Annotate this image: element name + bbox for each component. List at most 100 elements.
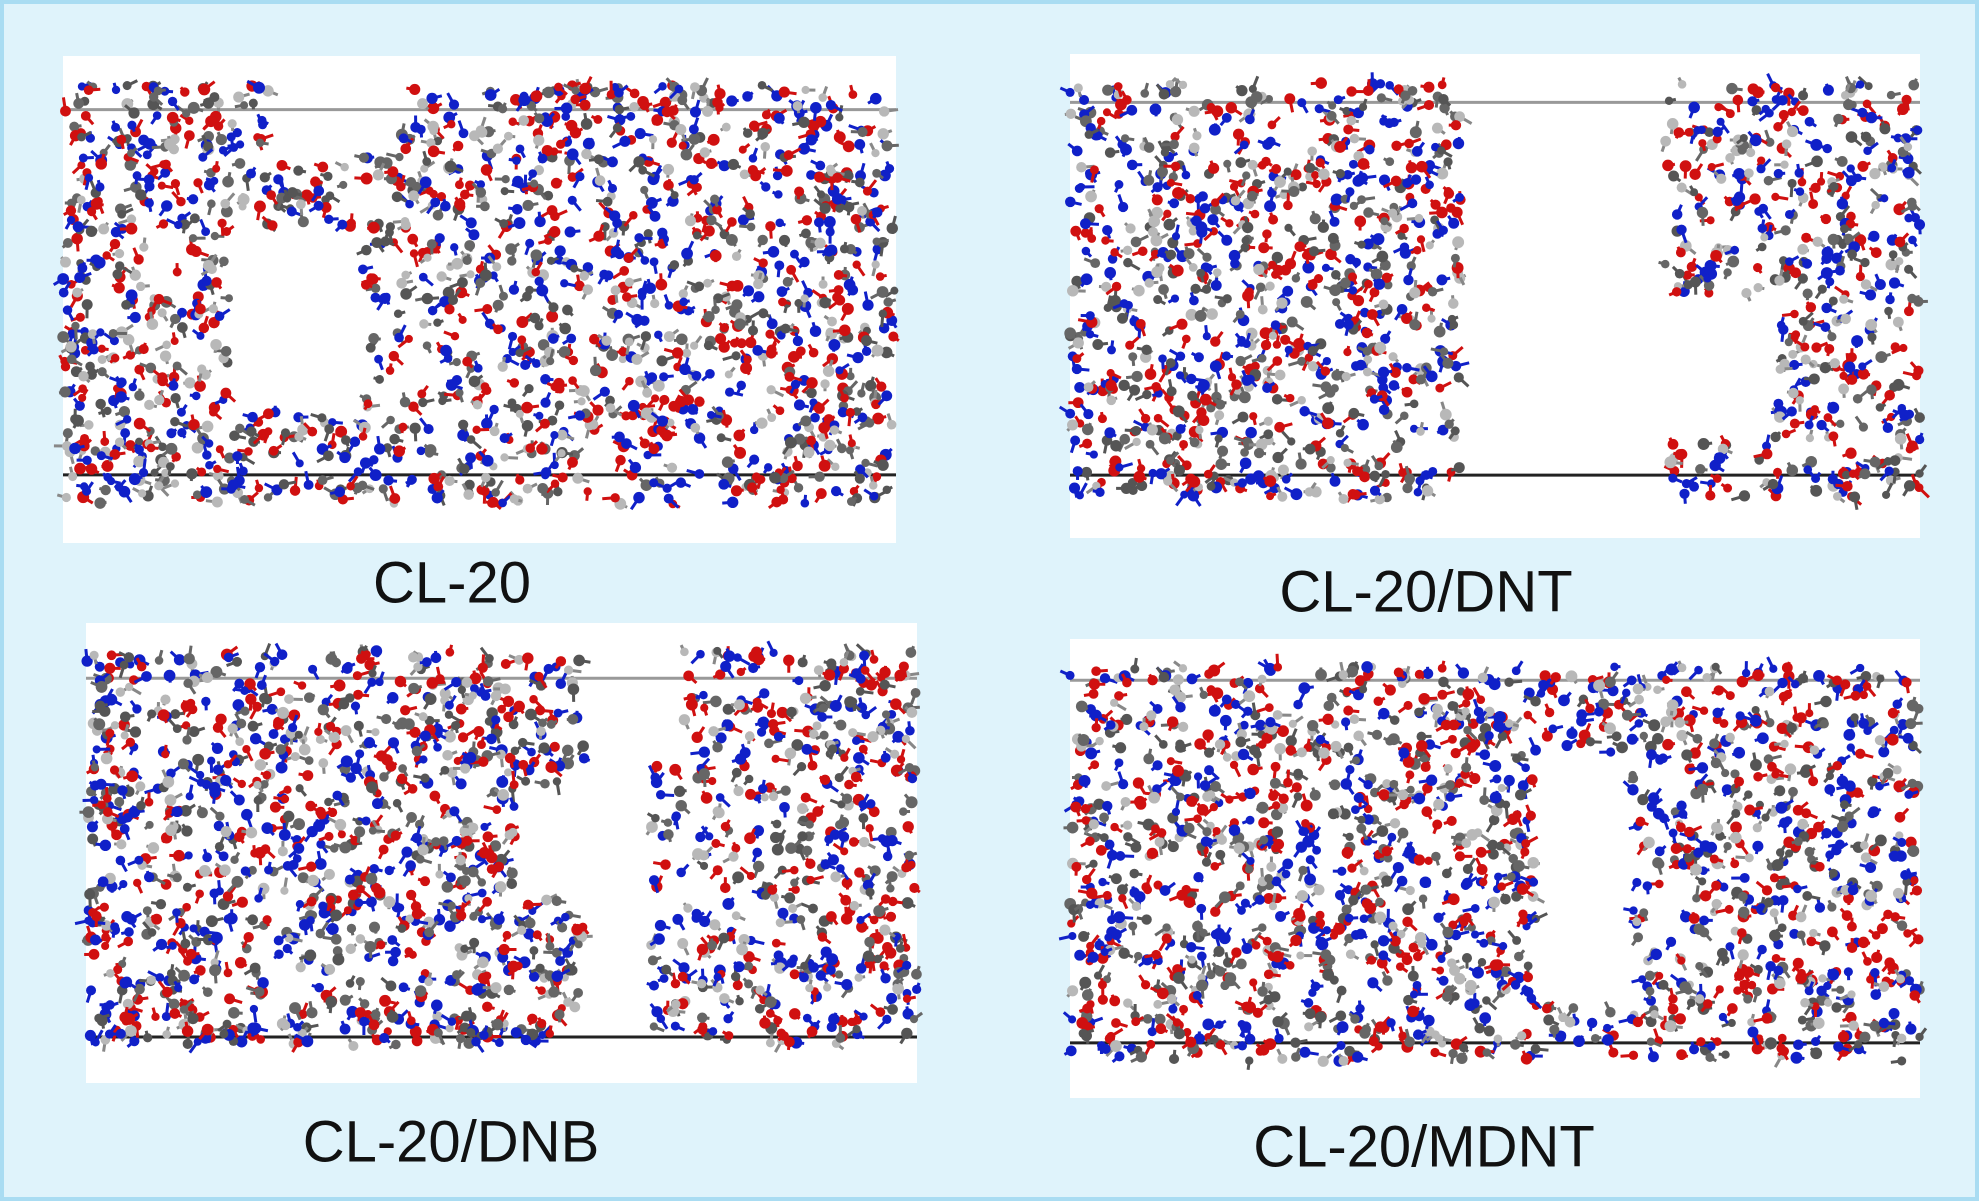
atom [209,304,218,313]
atom [843,141,855,153]
atom [111,354,119,362]
atom [1223,160,1231,168]
atom [212,165,220,173]
atom [444,476,454,486]
atom [1245,427,1256,438]
atom [551,479,560,488]
atom [1247,191,1258,202]
atom [139,344,149,354]
atom [440,345,452,357]
atom [1305,444,1316,455]
atom [386,416,395,425]
atom [458,420,468,430]
atom [818,93,827,102]
atom [877,459,889,471]
atom [210,339,221,350]
atom [63,238,73,248]
atom [87,207,96,216]
atom [89,345,98,354]
atom [74,272,85,283]
atom [400,397,411,408]
atom [95,158,107,170]
atom [121,488,129,496]
atom [676,333,688,345]
atom [861,335,872,346]
atom [765,221,775,231]
atom [1284,224,1292,232]
atom [359,432,368,441]
atom [125,440,136,451]
atom [1087,234,1096,243]
atom [548,333,559,344]
atom [800,416,811,427]
atom [1733,168,1745,180]
atom [662,107,673,118]
atom [625,377,634,386]
atom [779,86,790,97]
atom [298,216,309,227]
atom [887,223,898,234]
atom [214,121,224,131]
atom [732,280,744,292]
atom [1427,315,1435,323]
atom [454,198,465,209]
atom [571,87,579,95]
atom [1726,83,1737,94]
atom [749,154,758,163]
atom [170,314,180,324]
atom [668,401,679,412]
atom [857,389,865,397]
atom [535,412,543,420]
atom [534,321,543,330]
atom [394,310,402,318]
atom [615,105,624,114]
atom [1452,236,1464,248]
atom [1158,354,1167,363]
atom [1406,162,1417,173]
atom [1757,156,1765,164]
atom [215,311,225,321]
atom [359,153,369,163]
atom [1169,198,1179,208]
atom [339,181,347,189]
atom [566,334,576,344]
atom [174,221,182,229]
panel-caption: CL-20/MDNT [1253,1114,1595,1179]
atom [725,387,734,396]
atom [1075,184,1084,193]
atom [785,437,797,449]
atom [451,258,463,270]
atom [177,408,186,417]
atom [1335,319,1345,329]
atom [1143,175,1154,186]
atom [1371,268,1383,280]
atom [1318,222,1329,233]
atom [862,299,873,310]
atom [77,133,86,142]
atom [1402,178,1412,188]
atom [656,355,667,366]
atom [453,141,463,151]
atom [246,426,256,436]
atom [1125,341,1134,350]
atom [1827,402,1839,414]
atom [491,488,500,497]
atom [501,187,509,195]
atom [707,411,715,419]
atom [743,285,754,296]
atom [1263,429,1273,439]
atom [1159,89,1170,100]
atom [793,101,803,111]
atom [1157,166,1168,177]
atom [629,102,639,112]
atom [1853,394,1863,404]
atom [94,497,105,508]
atom [1758,204,1768,214]
atom [525,443,535,453]
atom [747,223,756,232]
atom [704,341,713,350]
atom [385,228,394,237]
atom [1334,95,1343,104]
atom [1880,194,1888,202]
atom [1164,219,1176,231]
